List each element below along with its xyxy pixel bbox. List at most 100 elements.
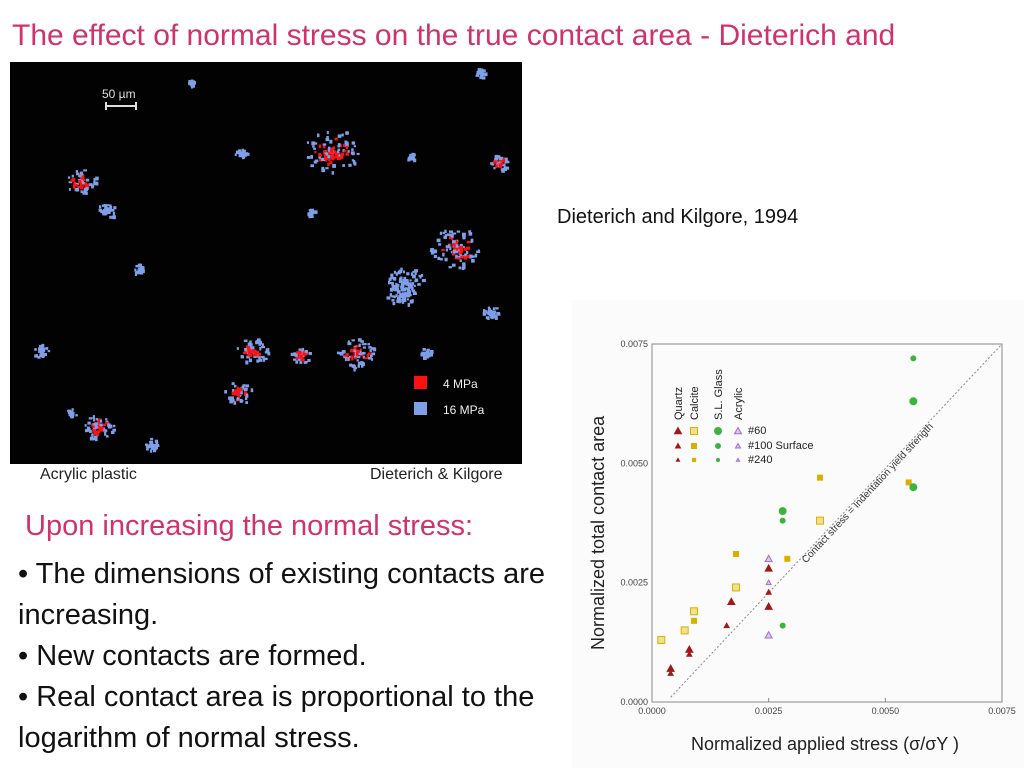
contact-spot bbox=[485, 316, 490, 320]
legend-label-16mpa: 16 MPa bbox=[443, 403, 485, 417]
contact-spot bbox=[75, 184, 78, 187]
contact-spot bbox=[489, 312, 492, 315]
contact-spot bbox=[92, 423, 96, 426]
data-point-s-l-glass bbox=[779, 517, 786, 524]
contact-spot bbox=[228, 396, 231, 400]
contact-spot bbox=[341, 152, 345, 156]
legend-marker bbox=[734, 442, 742, 449]
contact-spot bbox=[318, 153, 321, 156]
contact-spot bbox=[405, 293, 409, 298]
contact-spot bbox=[243, 154, 247, 157]
contact-spot bbox=[493, 315, 497, 319]
contact-spot bbox=[345, 152, 349, 156]
contact-spot bbox=[411, 282, 415, 286]
contact-spot bbox=[360, 361, 364, 366]
contact-spot bbox=[112, 215, 116, 220]
contact-spot bbox=[353, 352, 356, 357]
contact-spot bbox=[241, 385, 245, 390]
contact-spot bbox=[479, 76, 483, 80]
contact-spot bbox=[239, 398, 243, 403]
contact-spot bbox=[357, 350, 360, 354]
contact-spot bbox=[37, 355, 41, 359]
contact-spot bbox=[236, 150, 240, 155]
contact-spot bbox=[312, 145, 315, 148]
contact-spot bbox=[370, 354, 373, 358]
contact-spot bbox=[353, 348, 356, 353]
contact-spot bbox=[397, 271, 401, 275]
contact-spot bbox=[299, 354, 303, 359]
contact-spot bbox=[307, 359, 311, 362]
data-point-acrylic bbox=[764, 630, 774, 639]
contact-spot bbox=[464, 253, 468, 257]
contact-spot bbox=[139, 264, 143, 267]
contact-spot bbox=[259, 340, 263, 345]
contact-spot bbox=[449, 246, 452, 251]
contact-spot bbox=[351, 148, 354, 151]
contact-spot bbox=[371, 347, 375, 350]
contact-spot bbox=[406, 279, 409, 283]
contact-spot bbox=[321, 168, 326, 173]
bullet-item: • Real contact area is proportional to t… bbox=[18, 681, 535, 754]
contact-spot bbox=[109, 215, 112, 219]
micrograph-caption-right: Dieterich & Kilgore bbox=[370, 466, 503, 496]
contact-spot bbox=[462, 255, 465, 259]
contact-spot bbox=[341, 133, 344, 137]
contact-spot bbox=[442, 252, 445, 257]
contact-spot bbox=[107, 423, 111, 427]
contact-spot bbox=[88, 183, 93, 187]
contact-spot bbox=[247, 349, 251, 353]
contact-spot bbox=[256, 338, 261, 342]
contact-spot bbox=[344, 140, 348, 144]
contact-spot bbox=[474, 253, 478, 258]
contact-spot bbox=[239, 388, 243, 391]
contact-spot bbox=[408, 290, 411, 294]
contact-spot bbox=[311, 141, 316, 146]
y-tick-label: 0.0075 bbox=[620, 339, 648, 349]
contact-spot bbox=[113, 206, 117, 210]
contact-spot bbox=[477, 249, 480, 253]
contact-spot bbox=[402, 281, 405, 286]
contact-spot bbox=[410, 156, 413, 160]
contact-spot bbox=[410, 272, 414, 276]
contact-spot bbox=[335, 154, 339, 159]
contact-spot bbox=[105, 418, 108, 421]
contact-spot bbox=[455, 244, 459, 248]
contact-spot bbox=[400, 267, 403, 272]
y-tick-label: 0.0000 bbox=[620, 697, 648, 707]
contact-spot bbox=[317, 133, 320, 138]
contact-spot bbox=[340, 352, 344, 356]
contact-spot bbox=[430, 250, 435, 255]
contact-spot bbox=[352, 364, 356, 368]
contact-spot bbox=[104, 205, 108, 210]
contact-spot bbox=[79, 174, 82, 178]
contact-spot bbox=[471, 259, 475, 263]
contact-spot bbox=[138, 267, 142, 272]
contact-spot bbox=[149, 443, 153, 447]
contact-spot bbox=[453, 247, 456, 251]
contact-spot bbox=[493, 166, 496, 170]
contact-spot bbox=[449, 230, 453, 233]
contact-spot bbox=[403, 280, 407, 283]
contact-spot bbox=[264, 357, 268, 361]
contact-spot bbox=[72, 184, 76, 189]
contact-spot bbox=[418, 274, 422, 277]
contact-spot bbox=[231, 382, 235, 386]
contact-spot bbox=[134, 272, 138, 276]
data-point-s-l-glass bbox=[778, 507, 787, 516]
contact-spot bbox=[451, 236, 454, 240]
legend-swatch-4mpa bbox=[414, 376, 427, 389]
contact-spot bbox=[391, 284, 395, 289]
contact-spot bbox=[294, 353, 298, 357]
contact-spot bbox=[35, 354, 38, 357]
contact-spot bbox=[447, 233, 451, 237]
contact-spot bbox=[80, 185, 84, 190]
legend-row-label: #240 bbox=[748, 454, 772, 466]
contact-spot bbox=[78, 180, 82, 184]
contact-spot bbox=[322, 143, 327, 146]
contact-spot bbox=[359, 352, 364, 355]
contact-spot bbox=[503, 166, 507, 170]
contact-spot bbox=[468, 232, 473, 236]
contact-spot bbox=[347, 150, 350, 153]
contact-spot bbox=[303, 360, 308, 364]
contact-spot bbox=[482, 76, 486, 80]
